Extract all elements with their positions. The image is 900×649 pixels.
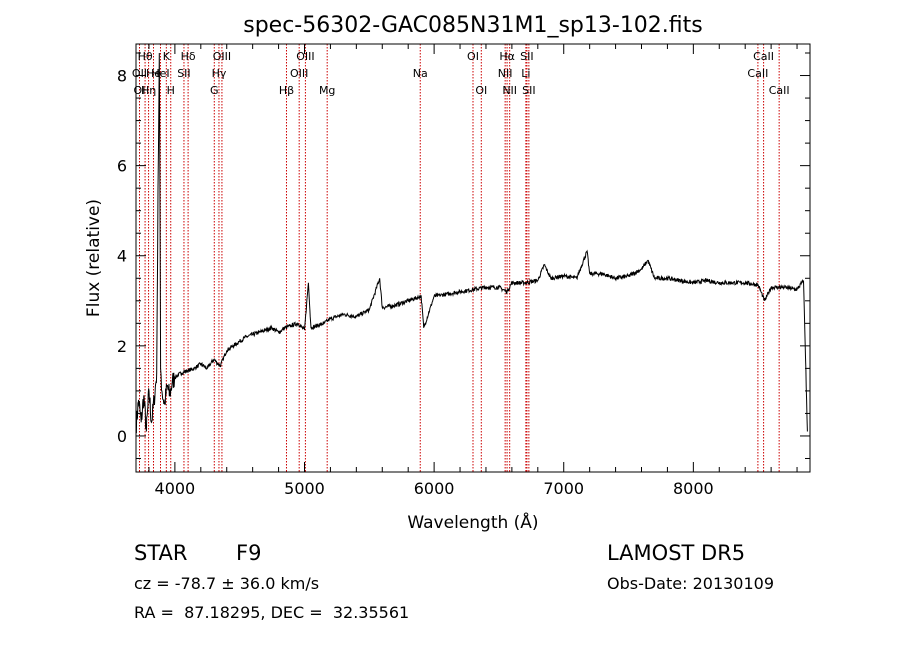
line-marker-labels: HθHηOIIOIHeHeIKHHδSIIGHγOIIIHβOIIIOIIIMg… <box>132 50 790 97</box>
line-marker-label: Hη <box>141 84 156 97</box>
x-tick-label: 4000 <box>155 479 196 498</box>
y-axis-ticks: 0 2 4 6 8 <box>117 52 810 459</box>
y-tick-label: 0 <box>117 427 127 446</box>
line-marker-label: Hα <box>499 50 515 63</box>
line-marker-label: HeI <box>151 67 169 80</box>
y-axis-label: Flux (relative) <box>84 199 104 317</box>
survey-name: LAMOST DR5 <box>607 541 746 565</box>
plot-frame <box>135 43 811 473</box>
line-marker-label: K <box>163 50 171 63</box>
line-marker-label: NII <box>502 84 517 97</box>
line-marker-label: CaII <box>747 67 768 80</box>
line-marker-label: OI <box>475 84 487 97</box>
spectrum-line <box>135 52 808 434</box>
line-marker-label: SII <box>520 50 533 63</box>
line-marker-label: G <box>210 84 219 97</box>
line-marker-label: Li <box>521 67 530 80</box>
x-axis-ticks: 4000 5000 6000 7000 8000 <box>148 44 798 498</box>
ra-dec: RA = 87.18295, DEC = 32.35561 <box>134 603 410 622</box>
line-marker-label: SII <box>177 67 190 80</box>
line-marker-label: OI <box>467 50 479 63</box>
line-marker-label: OI <box>134 84 146 97</box>
y-tick-label: 8 <box>117 67 127 86</box>
line-marker-label: OIII <box>213 50 231 63</box>
line-marker-label: OIII <box>290 67 308 80</box>
line-marker-label: H <box>167 84 175 97</box>
line-marker-label: Hδ <box>181 50 196 63</box>
line-marker-label: Hβ <box>279 84 294 97</box>
line-marker-label: NII <box>498 67 513 80</box>
y-tick-label: 2 <box>117 337 127 356</box>
obs-date: Obs-Date: 20130109 <box>607 574 775 593</box>
redshift-line: cz = -78.7 ± 36.0 km/s <box>134 574 320 593</box>
y-tick-label: 4 <box>117 247 127 266</box>
line-marker-label: CaII <box>753 50 774 63</box>
object-class: STAR <box>134 541 188 565</box>
y-tick-label: 6 <box>117 157 127 176</box>
line-marker-label: Mg <box>319 84 335 97</box>
line-marker-label: OIII <box>296 50 314 63</box>
x-tick-label: 8000 <box>673 479 714 498</box>
x-tick-label: 5000 <box>284 479 325 498</box>
object-subclass: F9 <box>236 541 262 565</box>
x-axis-label: Wavelength (Å) <box>407 511 538 533</box>
line-marker-label: OII <box>132 67 147 80</box>
line-marker-label: Hγ <box>212 67 227 80</box>
line-marker-label: CaII <box>769 84 790 97</box>
line-marker-label: SII <box>522 84 535 97</box>
x-tick-label: 6000 <box>414 479 455 498</box>
x-tick-label: 7000 <box>543 479 584 498</box>
line-marker-label: He <box>146 67 161 80</box>
line-marker-label: Na <box>413 67 428 80</box>
chart-title: spec-56302-GAC085N31M1_sp13-102.fits <box>243 13 703 38</box>
line-markers <box>138 44 780 472</box>
line-marker-label: Hθ <box>138 50 153 63</box>
